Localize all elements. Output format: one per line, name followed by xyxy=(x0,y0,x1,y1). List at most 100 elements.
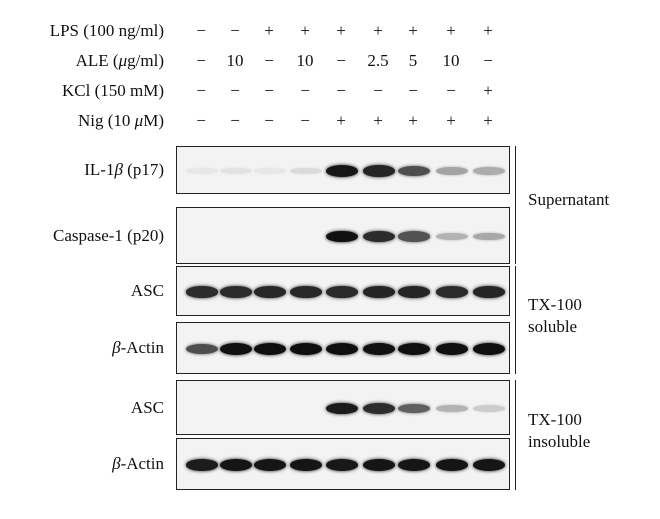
condition-value: + xyxy=(408,111,418,130)
blot-band xyxy=(254,459,286,471)
condition-label-text: KCl (150 mM) xyxy=(62,81,164,100)
condition-label: ALE (μg/ml) xyxy=(76,51,164,71)
condition-value: 10 xyxy=(296,51,314,70)
condition-value: − xyxy=(230,81,240,100)
condition-value: − xyxy=(446,81,456,100)
blot-band xyxy=(398,343,430,355)
group-label: TX-100 soluble xyxy=(528,294,582,338)
blot-band xyxy=(398,165,430,177)
blot-band xyxy=(363,165,395,177)
blot-band xyxy=(326,165,358,177)
blot-label-text-suffix: -Actin xyxy=(120,454,164,473)
blot-label-text: IL-1 xyxy=(84,160,115,179)
blot-band xyxy=(220,343,252,355)
group-bracket xyxy=(515,266,516,374)
blot-band xyxy=(326,230,358,243)
condition-value: 10 xyxy=(442,51,460,70)
condition-value: + xyxy=(373,111,383,130)
group-label-line: soluble xyxy=(528,317,578,336)
condition-label-text: Nig (10 xyxy=(78,111,135,130)
blot-band xyxy=(473,232,505,241)
blot-panel xyxy=(176,438,510,490)
condition-value: − xyxy=(196,21,206,40)
blot-band xyxy=(398,231,430,242)
blot-label: β-Actin xyxy=(112,338,164,358)
group-label: TX-100 insoluble xyxy=(528,409,590,453)
blot-band xyxy=(186,167,218,175)
group-label: Supernatant xyxy=(528,189,609,211)
condition-label: LPS (100 ng/ml) xyxy=(50,21,164,41)
condition-label: KCl (150 mM) xyxy=(62,81,164,101)
condition-value: − xyxy=(300,81,310,100)
blot-label: ASC xyxy=(131,398,164,418)
condition-value: − xyxy=(264,81,274,100)
blot-label-text: ASC xyxy=(130,397,164,417)
condition-value: + xyxy=(373,21,383,40)
condition-value: + xyxy=(408,21,418,40)
blot-band xyxy=(398,403,430,414)
blot-band xyxy=(473,405,505,412)
condition-value: − xyxy=(408,81,418,100)
blot-label-text-suffix: (p17) xyxy=(122,160,164,179)
blot-band xyxy=(473,167,505,175)
blot-band xyxy=(436,343,468,355)
blot-label-italic: β xyxy=(114,160,123,179)
group-label-line: TX-100 xyxy=(528,295,582,314)
condition-value: 10 xyxy=(226,51,244,70)
condition-value: − xyxy=(373,81,383,100)
blot-band xyxy=(436,286,468,298)
blot-label: IL-1β (p17) xyxy=(84,160,164,180)
blot-panel xyxy=(176,146,510,194)
condition-label: Nig (10 μM) xyxy=(78,111,164,131)
blot-band xyxy=(290,459,322,471)
blot-band xyxy=(326,402,358,415)
condition-value: + xyxy=(300,21,310,40)
blot-band xyxy=(254,286,286,298)
blot-band xyxy=(326,459,358,471)
blot-label-text: Caspase-1 (p20) xyxy=(53,225,164,245)
blot-panel xyxy=(176,207,510,264)
group-label-line: insoluble xyxy=(528,432,591,451)
blot-band xyxy=(186,286,218,298)
blot-band xyxy=(363,402,395,415)
blot-band xyxy=(473,286,505,298)
blot-label-italic: β xyxy=(112,454,121,473)
condition-value: − xyxy=(230,111,240,130)
blot-band xyxy=(290,167,322,175)
blot-band xyxy=(186,343,218,355)
group-label-line: TX-100 xyxy=(528,410,582,429)
blot-band xyxy=(473,459,505,471)
condition-value: + xyxy=(264,21,274,40)
blot-panel xyxy=(176,266,510,316)
blot-band xyxy=(220,459,252,471)
blot-band xyxy=(398,286,430,298)
blot-band xyxy=(220,167,252,175)
blot-label-italic: β xyxy=(112,338,121,357)
blot-band xyxy=(186,459,218,471)
condition-value: + xyxy=(336,111,346,130)
condition-label-italic: μ xyxy=(118,51,128,70)
condition-value: − xyxy=(230,21,240,40)
blot-band xyxy=(290,286,322,298)
condition-value: + xyxy=(483,21,493,40)
condition-value: + xyxy=(336,21,346,40)
condition-label-italic: μ xyxy=(134,111,144,130)
blot-label-text: ASC xyxy=(130,281,164,300)
blot-band xyxy=(473,343,505,355)
blot-band xyxy=(436,459,468,471)
condition-value: − xyxy=(264,51,274,70)
blot-band xyxy=(326,343,358,355)
condition-value: + xyxy=(446,111,456,130)
blot-label: Caspase-1 (p20) xyxy=(53,226,164,246)
condition-label-text-suffix: g/ml) xyxy=(127,51,164,70)
condition-value: − xyxy=(196,81,206,100)
condition-value: + xyxy=(483,111,493,130)
group-bracket xyxy=(515,380,516,490)
condition-value: − xyxy=(483,51,493,70)
blot-label: ASC xyxy=(131,281,164,301)
condition-value: − xyxy=(196,111,206,130)
blot-band xyxy=(254,167,286,175)
condition-value: + xyxy=(446,21,456,40)
condition-value: 5 xyxy=(408,51,418,70)
blot-band xyxy=(363,459,395,471)
